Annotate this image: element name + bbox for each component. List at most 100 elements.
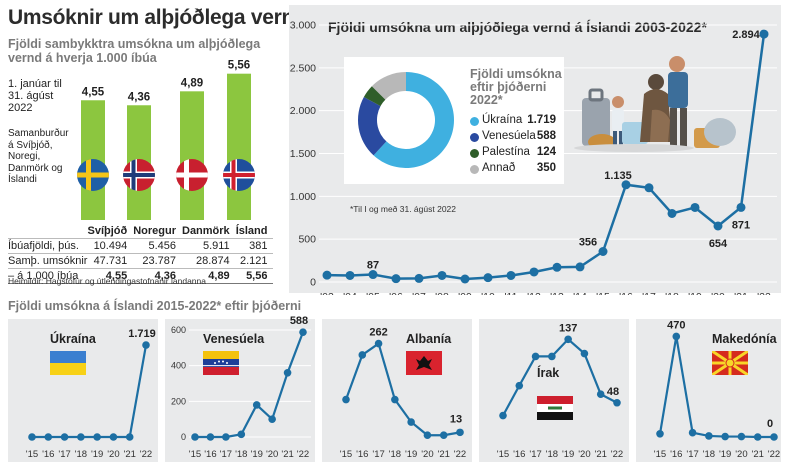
x-tick-label: '20 [711,291,725,295]
table-header-row: Svíþjóð Noregur Danmörk Ísland [8,224,273,238]
x-tick-label: '04 [343,291,357,295]
comparison-note: Samanburður á Svíþjóð, Noregi, Danmörk o… [8,128,69,185]
data-point [575,262,585,272]
nationality-small-multiples: Úkraína'15'16'17'18'19'20'21'221.7190200… [26,315,780,460]
series-line [502,337,618,417]
donut-box [344,57,564,184]
series-name-label: Úkraína [50,331,97,346]
data-label: 137 [559,322,577,334]
venezuela-flag-icon [203,351,239,375]
table-cell: 4,89 [182,268,236,284]
data-point [759,29,769,39]
data-point [499,411,507,420]
x-tick-label: '22 [757,291,771,295]
series-line [195,331,305,439]
series-name-label: Írak [537,365,559,380]
table-cell: 381 [235,238,274,253]
legend-item: Annað 350 [470,162,562,178]
table-row: Íbúafjöldi, þús. 10.494 5.456 5.911 381 [8,238,274,253]
data-label: 654 [709,238,728,250]
legend-value: 1.719 [527,114,556,126]
albania-flag-icon [406,351,442,375]
table-cell: 23.787 [133,253,182,268]
y-tick-label: 1.000 [290,191,316,203]
table-row: – á 1.000 íbúa 4,55 4,36 4,89 5,56 [8,268,274,284]
x-tick-label: '16 [619,291,633,295]
y-tick-label: 600 [171,325,186,335]
x-tick-label: '18 [235,449,247,460]
legend-value: 588 [536,130,556,142]
x-tick-label: '20 [107,449,119,460]
y-tick-label: 200 [171,396,186,406]
legend-label: Úkraína [482,114,523,126]
data-point [690,202,700,212]
data-label: 0 [767,418,773,430]
data-point [283,369,292,377]
data-point [206,433,215,441]
donut-legend: Úkraína 1.719 Venesúela 588 Palestína 12… [470,114,562,178]
x-tick-label: '22 [768,449,780,460]
data-point [737,432,746,441]
x-tick-label: '22 [454,449,466,460]
norway-flag-icon [123,159,155,191]
period-note: 1. janúar til 31. ágúst 2022 [8,78,62,114]
data-point [322,270,332,280]
legend-swatch [470,117,479,126]
data-point [28,433,36,441]
bar-value-label: 4,55 [82,86,105,98]
series-name-label: Albanía [406,332,452,346]
donut-slice [363,86,386,107]
data-point [252,401,261,409]
data-point [44,433,53,441]
x-tick-label: '20 [421,449,433,460]
data-point [531,352,540,361]
x-tick-label: '18 [665,291,679,295]
x-tick-label: '17 [58,449,70,460]
y-tick-label: 2.000 [290,105,316,117]
series-line [32,344,148,439]
x-tick-label: '05 [366,291,380,295]
x-tick-label: '03 [320,291,334,295]
data-point [515,381,524,390]
x-tick-label: '20 [735,449,747,460]
legend-item: Palestína 124 [470,146,562,162]
x-tick-label: '22 [297,449,309,460]
x-tick-label: '14 [573,291,587,295]
ukraine-flag-icon [50,351,86,375]
legend-item: Úkraína 1.719 [470,114,562,130]
data-point [580,349,589,358]
data-point [342,395,350,404]
y-tick-label: 400 [171,361,186,371]
per-capita-table: Svíþjóð Noregur Danmörk Ísland Íbúafjöld… [8,224,274,284]
x-tick-label: '15 [26,449,38,460]
x-tick-label: '19 [688,291,702,295]
y-tick-label: 500 [298,234,316,246]
series-line [658,336,774,439]
table-header-cell: Svíþjóð [87,225,128,237]
donut-chart [358,72,454,168]
x-tick-label: '18 [75,449,87,460]
data-point [688,428,697,437]
data-point [437,270,447,280]
data-point [222,433,230,441]
data-point [414,273,424,283]
data-point [268,415,276,423]
x-tick-label: '16 [513,449,525,460]
table-header-cell: Ísland [235,225,268,237]
page-title: Umsóknir um alþjóðlega vernd [8,6,307,29]
x-tick-label: '16 [204,449,216,460]
y-tick-label: 2.500 [290,62,316,74]
donut-slice [371,72,406,100]
x-tick-label: '08 [435,291,449,295]
table-cell: 4,36 [133,268,182,284]
data-point [529,267,539,277]
data-point [656,429,664,438]
data-label: 1.719 [128,328,156,340]
data-label: 87 [367,260,379,272]
data-point [548,352,556,361]
x-tick-label: '17 [529,449,541,460]
data-label: 356 [579,237,597,249]
x-tick-label: '18 [389,449,401,460]
bar [180,91,204,220]
table-cell: 5.911 [182,238,236,253]
